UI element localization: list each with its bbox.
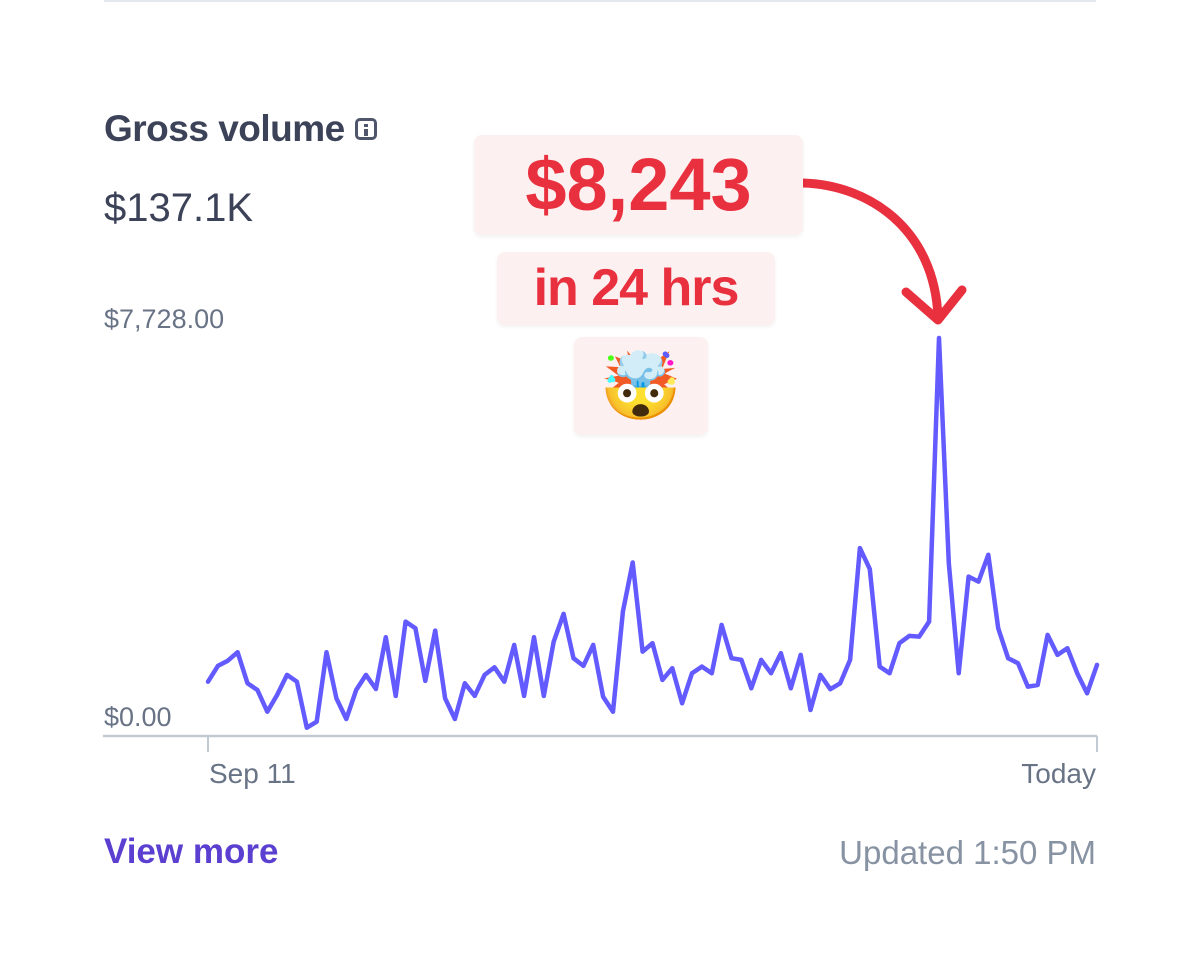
view-more-link[interactable]: View more [104,832,279,871]
x-label-start: Sep 11 [209,758,296,789]
total-value: $137.1K [104,186,254,230]
arrow-head-icon [901,285,967,325]
series-line [205,335,1100,730]
top-divider [104,0,1096,2]
updated-timestamp: Updated 1:50 PM [839,834,1096,871]
annotation-period: in 24 hrs [497,252,775,325]
title-text: Gross volume [104,108,345,149]
arrow-icon [798,178,943,323]
info-icon[interactable] [354,118,377,140]
annotation-amount: $8,243 [474,135,803,235]
mind-blown-emoji-icon: 🤯 [574,337,708,435]
card-title: Gross volume [104,108,377,150]
y-min-label: $0.00 [104,702,172,732]
x-label-end: Today [1021,758,1096,789]
y-max-label: $7,728.00 [104,304,225,334]
